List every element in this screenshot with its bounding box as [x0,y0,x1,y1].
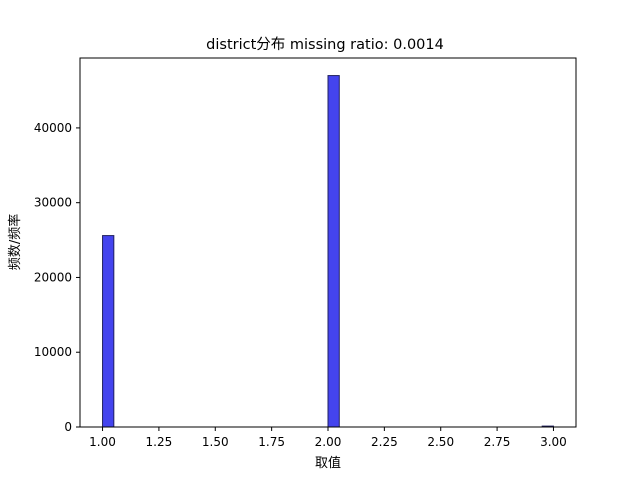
y-tick-label: 0 [64,420,72,434]
x-tick-label: 1.00 [89,435,116,449]
x-tick-label: 2.50 [427,435,454,449]
x-tick-label: 2.00 [315,435,342,449]
y-tick-label: 10000 [34,345,72,359]
y-axis-ticks: 0 10000 20000 30000 40000 [34,121,80,434]
histogram-bar-1 [327,75,340,428]
plot-area-frame [79,57,577,428]
histogram-bar-0 [102,235,115,428]
y-tick-label: 20000 [34,270,72,284]
x-axis-label: 取值 [315,455,341,471]
x-tick-label: 1.25 [146,435,173,449]
x-tick-label: 3.00 [540,435,567,449]
y-tick-label: 30000 [34,196,72,210]
x-tick-label: 2.25 [371,435,398,449]
x-tick-label: 1.50 [202,435,229,449]
y-tick-label: 40000 [34,121,72,135]
y-axis-label: 频数/频率 [7,214,23,270]
x-tick-label: 1.75 [258,435,285,449]
bars-group [102,75,554,428]
x-tick-label: 2.75 [484,435,511,449]
x-axis-ticks: 1.00 1.25 1.50 1.75 2.00 2.25 2.50 2.75 3.00 [89,427,567,449]
chart-title: district分布 missing ratio: 0.0014 [206,36,444,53]
